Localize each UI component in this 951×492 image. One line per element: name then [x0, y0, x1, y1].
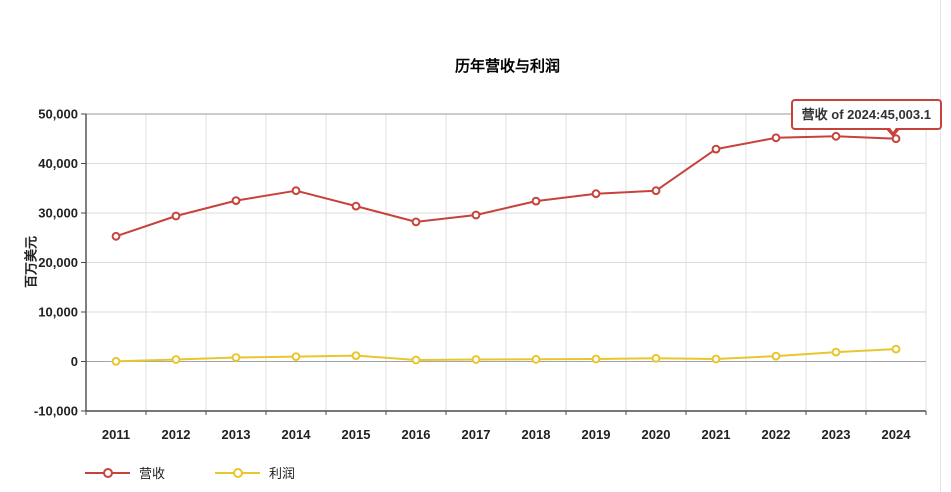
revenue-point-2020[interactable] — [651, 186, 661, 196]
profit-point-2011[interactable] — [111, 356, 121, 366]
right-edge-divider — [940, 0, 941, 492]
legend-label-profit: 利润 — [269, 466, 296, 481]
revenue-point-2011[interactable] — [111, 231, 121, 241]
profit-point-2021[interactable] — [711, 354, 721, 364]
svg-text:2020: 2020 — [642, 427, 671, 442]
svg-text:2024: 2024 — [882, 427, 912, 442]
y-tick-labels: -10,000 0 10,000 20,000 30,000 40,000 50,000 — [34, 107, 78, 419]
revenue-point-2021[interactable] — [711, 144, 721, 154]
revenue-point-2016[interactable] — [411, 217, 421, 227]
legend-item-revenue[interactable]: 营收 — [85, 463, 165, 482]
revenue-legend-marker-icon — [102, 467, 113, 478]
profit-series — [111, 344, 901, 366]
revenue-point-2018[interactable] — [531, 196, 541, 206]
svg-text:2012: 2012 — [162, 427, 191, 442]
profit-point-2013[interactable] — [231, 353, 241, 362]
svg-text:30,000: 30,000 — [38, 206, 78, 221]
legend-item-profit[interactable]: 利润 — [215, 463, 295, 482]
revenue-point-2017[interactable] — [471, 210, 481, 220]
tooltip-caret-fill — [888, 125, 898, 132]
profit-legend-marker-icon — [232, 467, 243, 478]
svg-text:10,000: 10,000 — [38, 305, 78, 320]
svg-text:40,000: 40,000 — [38, 156, 78, 171]
profit-point-2020[interactable] — [651, 353, 661, 363]
svg-text:2013: 2013 — [222, 427, 251, 442]
profit-point-2017[interactable] — [471, 355, 481, 364]
profit-point-2016[interactable] — [411, 355, 421, 365]
revenue-series — [111, 131, 901, 241]
profit-point-2019[interactable] — [591, 354, 601, 364]
svg-text:-10,000: -10,000 — [34, 404, 78, 419]
chart-title: 历年营收与利润 — [454, 58, 560, 75]
revenue-point-2013[interactable] — [231, 196, 241, 206]
tooltip: 营收 of 2024:45,003.1 — [790, 99, 942, 137]
svg-text:2014: 2014 — [282, 427, 312, 442]
legend: 营收 利润 — [85, 463, 295, 482]
svg-text:2021: 2021 — [702, 427, 731, 442]
svg-text:2011: 2011 — [102, 427, 130, 442]
profit-point-2022[interactable] — [771, 351, 781, 361]
revenue-point-2015[interactable] — [351, 201, 361, 211]
svg-text:2019: 2019 — [582, 427, 611, 442]
svg-text:2022: 2022 — [762, 427, 791, 442]
revenue-point-2012[interactable] — [171, 211, 181, 221]
axis-ticks — [81, 113, 927, 415]
x-tick-labels: 2011 2012 2013 2014 2015 2016 2017 2018 2019 2020… — [102, 427, 911, 442]
profit-point-2018[interactable] — [531, 354, 541, 364]
profit-legend-line-icon — [215, 467, 261, 478]
revenue-legend-line-icon — [85, 467, 130, 478]
tooltip-text: 营收 of 2024:45,003.1 — [801, 107, 931, 122]
profit-point-2015[interactable] — [351, 351, 361, 361]
profit-point-2023[interactable] — [831, 347, 841, 357]
svg-text:0: 0 — [71, 354, 78, 369]
svg-text:2015: 2015 — [342, 427, 371, 442]
revenue-point-2019[interactable] — [591, 189, 601, 199]
profit-point-2024[interactable] — [891, 344, 901, 354]
svg-text:2023: 2023 — [822, 427, 851, 442]
revenue-point-2022[interactable] — [771, 133, 781, 143]
svg-text:20,000: 20,000 — [38, 255, 78, 270]
legend-label-revenue: 营收 — [139, 466, 166, 481]
profit-point-2012[interactable] — [171, 355, 181, 364]
revenue-point-2023[interactable] — [831, 131, 841, 141]
svg-text:2016: 2016 — [402, 427, 431, 442]
svg-text:2018: 2018 — [522, 427, 551, 442]
tooltip-caret — [885, 128, 901, 137]
svg-text:2017: 2017 — [462, 427, 491, 442]
y-gridlines — [86, 113, 926, 362]
revenue-point-2014[interactable] — [291, 186, 301, 196]
svg-text:50,000: 50,000 — [38, 107, 78, 122]
profit-point-2014[interactable] — [291, 352, 301, 362]
